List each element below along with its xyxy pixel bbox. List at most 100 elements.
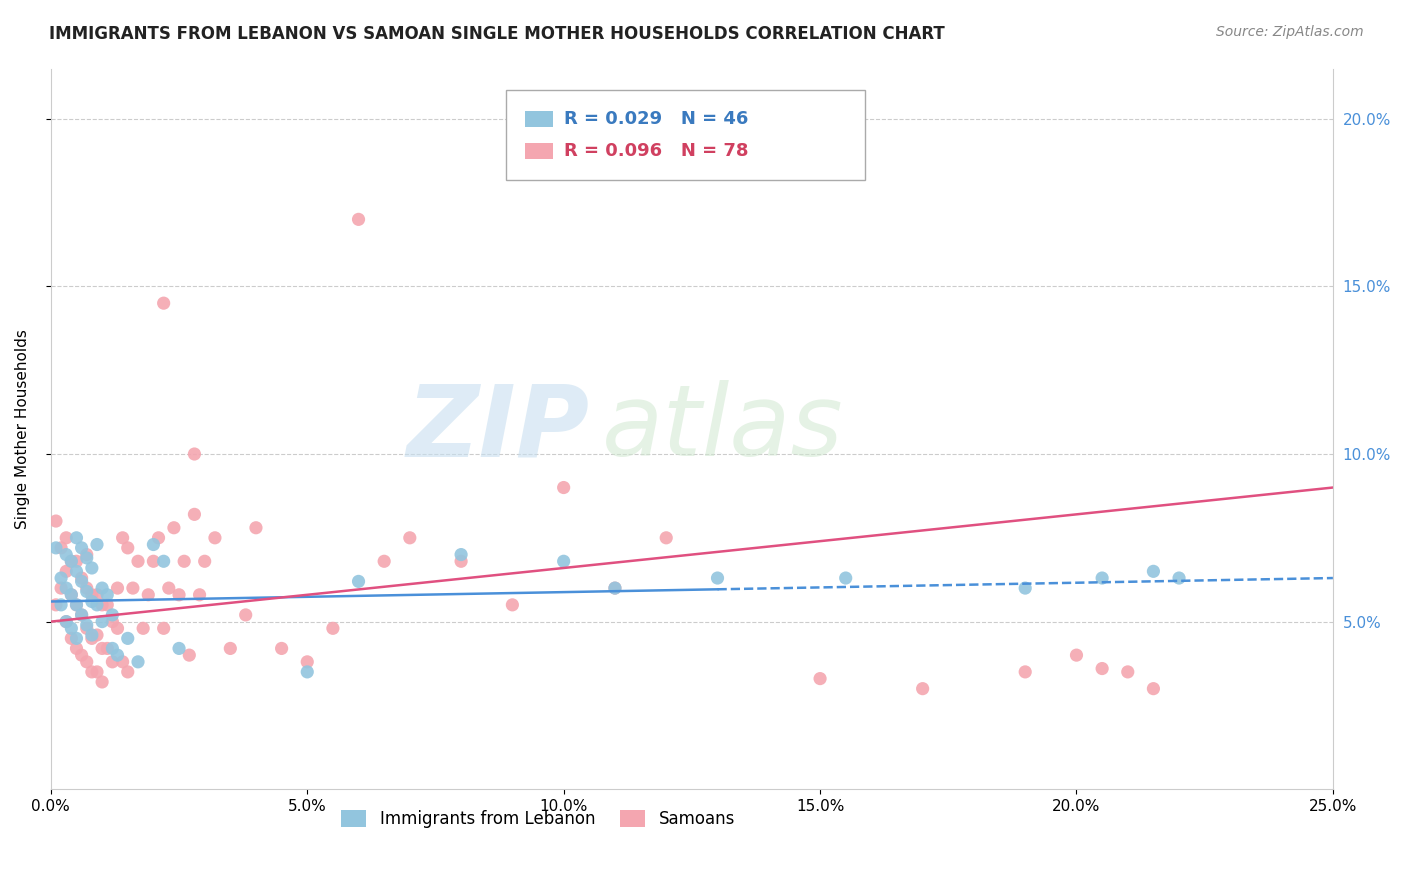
Point <box>80 632 103 646</box>
Point <box>96 641 118 656</box>
Point <box>808 672 831 686</box>
Point <box>70 541 93 555</box>
Point <box>157 581 180 595</box>
Point <box>101 607 124 622</box>
Text: Source: ZipAtlas.com: Source: ZipAtlas.com <box>1216 25 1364 39</box>
Point <box>96 598 118 612</box>
Point <box>219 641 242 656</box>
Point <box>60 588 83 602</box>
Point <box>152 621 174 635</box>
Point <box>70 648 93 662</box>
Legend: Immigrants from Lebanon, Samoans: Immigrants from Lebanon, Samoans <box>335 804 741 835</box>
Point <box>553 554 575 568</box>
Point <box>1142 681 1164 696</box>
Point <box>152 554 174 568</box>
Point <box>49 598 72 612</box>
Point <box>91 641 114 656</box>
Point <box>706 571 728 585</box>
Point <box>80 594 103 608</box>
Point <box>76 584 98 599</box>
Point <box>347 574 370 589</box>
Point <box>142 554 165 568</box>
Point <box>60 632 83 646</box>
Point <box>70 574 93 589</box>
Point <box>204 531 226 545</box>
Point <box>65 554 87 568</box>
Point <box>603 581 626 595</box>
Point <box>107 621 129 635</box>
Point <box>122 581 145 595</box>
Point <box>117 665 139 679</box>
Bar <box>526 144 554 160</box>
Text: R = 0.029   N = 46: R = 0.029 N = 46 <box>564 110 748 128</box>
Point <box>86 598 108 612</box>
Point <box>1014 665 1036 679</box>
Point <box>127 554 149 568</box>
Point <box>179 648 201 662</box>
Point <box>91 675 114 690</box>
Point <box>167 588 190 602</box>
Y-axis label: Single Mother Households: Single Mother Households <box>15 329 30 529</box>
Point <box>163 521 186 535</box>
Point <box>111 655 134 669</box>
Point <box>91 581 114 595</box>
Bar <box>526 111 554 127</box>
Point <box>65 598 87 612</box>
Point <box>80 561 103 575</box>
Point <box>96 588 118 602</box>
Point <box>911 681 934 696</box>
Point <box>450 548 472 562</box>
Point <box>60 621 83 635</box>
Point <box>86 665 108 679</box>
Point <box>127 655 149 669</box>
Point <box>80 588 103 602</box>
Point <box>91 615 114 629</box>
Point <box>65 641 87 656</box>
Point <box>70 607 93 622</box>
Point <box>65 565 87 579</box>
Point <box>297 655 319 669</box>
Point <box>655 531 678 545</box>
Text: R = 0.096   N = 78: R = 0.096 N = 78 <box>564 143 748 161</box>
Point <box>86 537 108 551</box>
Point <box>188 588 211 602</box>
Point <box>132 621 155 635</box>
Point <box>49 541 72 555</box>
Point <box>55 531 77 545</box>
Point <box>1168 571 1191 585</box>
Point <box>347 212 370 227</box>
Point <box>49 581 72 595</box>
Point <box>45 598 67 612</box>
Point <box>65 632 87 646</box>
Point <box>55 615 77 629</box>
Point <box>45 541 67 555</box>
Point <box>60 588 83 602</box>
Point <box>76 621 98 635</box>
Point <box>245 521 267 535</box>
Point <box>45 514 67 528</box>
Point <box>148 531 170 545</box>
Point <box>322 621 344 635</box>
Point <box>86 588 108 602</box>
Point <box>55 565 77 579</box>
Point <box>60 554 83 568</box>
Point <box>60 554 83 568</box>
Point <box>55 581 77 595</box>
Point <box>1116 665 1139 679</box>
Point <box>450 554 472 568</box>
Point <box>65 598 87 612</box>
Point <box>501 598 523 612</box>
Point <box>76 655 98 669</box>
Point <box>76 581 98 595</box>
Point <box>86 628 108 642</box>
Point <box>136 588 159 602</box>
FancyBboxPatch shape <box>506 90 865 180</box>
Point <box>76 550 98 565</box>
Point <box>553 481 575 495</box>
Point <box>1142 565 1164 579</box>
Point <box>117 632 139 646</box>
Text: IMMIGRANTS FROM LEBANON VS SAMOAN SINGLE MOTHER HOUSEHOLDS CORRELATION CHART: IMMIGRANTS FROM LEBANON VS SAMOAN SINGLE… <box>49 25 945 43</box>
Point <box>101 615 124 629</box>
Point <box>297 665 319 679</box>
Point <box>152 296 174 310</box>
